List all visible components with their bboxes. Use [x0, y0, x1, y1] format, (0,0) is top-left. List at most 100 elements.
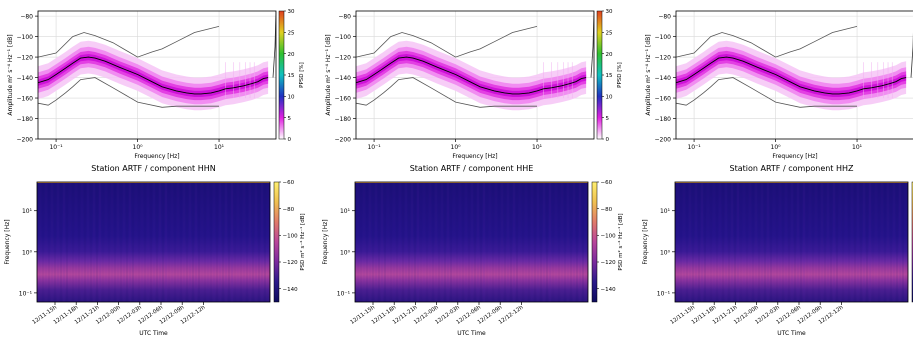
colorbar-tick-label: 30	[288, 9, 295, 15]
panel-title: Station ARTF / component HHN	[91, 164, 216, 173]
y-axis-label: Amplitude m² s⁻⁴ Hz⁻¹ [dB]	[325, 34, 332, 115]
y-axis-label: Frequency [Hz]	[322, 219, 329, 264]
ppsd-panel-hhn: −200 −180 −160 −140 −120 −100 −80 10⁻¹ 10⁰ 10¹ Fre…	[7, 9, 305, 160]
y-tick-label: 10⁰	[22, 249, 33, 256]
colorbar-tick-label: −60	[283, 180, 295, 186]
y-tick-label: 10⁻¹	[19, 290, 33, 297]
x-tick-label: 10⁰	[133, 144, 144, 151]
x-tick-label: 10⁰	[771, 144, 782, 151]
ppsd-colorbar	[596, 10, 603, 140]
y-tick-label: −140	[335, 75, 352, 82]
ppsd-layer	[676, 26, 913, 111]
colorbar-label: PPSD [%]	[617, 62, 623, 88]
y-tick-label: −80	[20, 14, 33, 21]
x-tick-label: 10¹	[214, 144, 225, 151]
x-tick-label: 10¹	[532, 144, 543, 151]
y-tick-label: −200	[655, 137, 672, 144]
y-tick-label: −100	[335, 34, 352, 41]
ppsd-density-band	[356, 50, 587, 101]
plot-frame	[674, 181, 909, 303]
colorbar-label: PSD m² s⁻⁴ Hz⁻¹ [dB]	[617, 213, 624, 270]
y-axis-label: Amplitude m² s⁻⁴ Hz⁻¹ [dB]	[645, 34, 652, 115]
high-noise-model-line	[38, 26, 220, 58]
y-tick-label: −180	[17, 116, 34, 123]
colorbar-tick-label: 5	[606, 116, 610, 122]
ppsd-mode-line	[38, 56, 269, 95]
colorbar-tick-label: 5	[288, 116, 292, 122]
low-noise-model-line	[356, 77, 537, 108]
y-tick-label: 10¹	[22, 208, 33, 215]
ppsd-panel-hhe: −200 −180 −160 −140 −120 −100 −80 10⁻¹ 10⁰ 10¹ Fre…	[325, 9, 623, 160]
low-noise-model-line	[676, 77, 857, 108]
plot-frame	[354, 181, 589, 303]
panel-title: Station ARTF / component HHZ	[729, 164, 854, 173]
colorbar-tick-label: 25	[288, 31, 295, 37]
spectrogram-image	[675, 182, 908, 302]
y-tick-label: −120	[17, 55, 34, 62]
ppsd-mode-line	[676, 56, 907, 95]
ppsd-density-band	[38, 50, 269, 101]
y-tick-label: 10⁻¹	[337, 290, 351, 297]
colorbar-label: PSD m² s⁻⁴ Hz⁻¹ [dB]	[299, 213, 306, 270]
y-axis-label: Frequency [Hz]	[642, 219, 649, 264]
colorbar-tick-label: −120	[601, 260, 617, 266]
spectrogram-colorbar	[591, 181, 598, 303]
colorbar-tick-label: −60	[601, 180, 613, 186]
ppsd-layer	[356, 11, 594, 111]
spectrogram-panel-hhn: Station ARTF / component HHN 10⁻¹ 10⁰ 10¹ Fr…	[4, 164, 306, 337]
colorbar-tick-label: 10	[606, 95, 613, 101]
y-tick-label: −180	[655, 116, 672, 123]
y-tick-label: 10⁰	[340, 249, 351, 256]
ppsd-panel-hhz: −200 −180 −160 −140 −120 −100 −80 10⁻¹ 10⁰ 10¹ Fre…	[645, 10, 913, 160]
colorbar-tick-label: −80	[283, 207, 295, 213]
panel-title: Station ARTF / component HHE	[410, 164, 534, 173]
colorbar-tick-label: −140	[283, 287, 299, 293]
colorbar-tick-label: −120	[283, 260, 299, 266]
y-tick-label: 10¹	[660, 208, 671, 215]
y-tick-label: −80	[658, 14, 671, 21]
y-tick-label: −160	[335, 96, 352, 103]
spectrogram-colorbar	[273, 181, 280, 303]
y-tick-label: 10⁰	[660, 249, 671, 256]
ppsd-colorbar	[278, 10, 285, 140]
x-tick-label: 10⁻¹	[367, 144, 381, 151]
x-axis-label: Frequency [Hz]	[134, 153, 179, 160]
x-axis-label: UTC Time	[139, 330, 168, 337]
x-axis-label: UTC Time	[777, 330, 806, 337]
ppsd-mode-line	[356, 56, 587, 95]
plot-frame	[37, 10, 277, 140]
low-noise-model-line	[38, 77, 219, 108]
x-axis-label: Frequency [Hz]	[772, 153, 817, 160]
y-tick-label: −100	[17, 34, 34, 41]
spectrogram-striations	[37, 182, 269, 302]
y-tick-label: −180	[335, 116, 352, 123]
y-tick-label: −140	[655, 75, 672, 82]
y-tick-label: −200	[17, 137, 34, 144]
colorbar-tick-label: 0	[288, 137, 292, 143]
plot-frame	[355, 10, 595, 140]
x-tick-label: 10⁰	[451, 144, 462, 151]
y-axis-label: Amplitude m² s⁻⁴ Hz⁻¹ [dB]	[7, 34, 14, 115]
y-tick-label: −120	[655, 55, 672, 62]
plot-frame	[36, 181, 271, 303]
spectrogram-image	[37, 182, 270, 302]
x-tick-label: 10⁻¹	[49, 144, 63, 151]
x-axis-label: Frequency [Hz]	[452, 153, 497, 160]
y-tick-label: −140	[17, 75, 34, 82]
y-tick-label: −120	[335, 55, 352, 62]
plot-frame	[675, 10, 913, 140]
colorbar-tick-label: −140	[601, 287, 617, 293]
colorbar-tick-label: 20	[606, 52, 613, 58]
edge-rise-line	[910, 32, 913, 78]
y-tick-label: −80	[338, 14, 351, 21]
y-tick-label: −160	[17, 96, 34, 103]
y-axis-label: Frequency [Hz]	[4, 219, 11, 264]
colorbar-tick-label: 25	[606, 31, 613, 37]
colorbar-tick-label: 20	[288, 52, 295, 58]
x-tick-label: 10⁻¹	[687, 144, 701, 151]
y-tick-label: −160	[655, 96, 672, 103]
spectrogram-image	[355, 182, 588, 302]
colorbar-tick-label: −100	[601, 234, 617, 240]
colorbar-tick-label: 15	[606, 73, 613, 79]
